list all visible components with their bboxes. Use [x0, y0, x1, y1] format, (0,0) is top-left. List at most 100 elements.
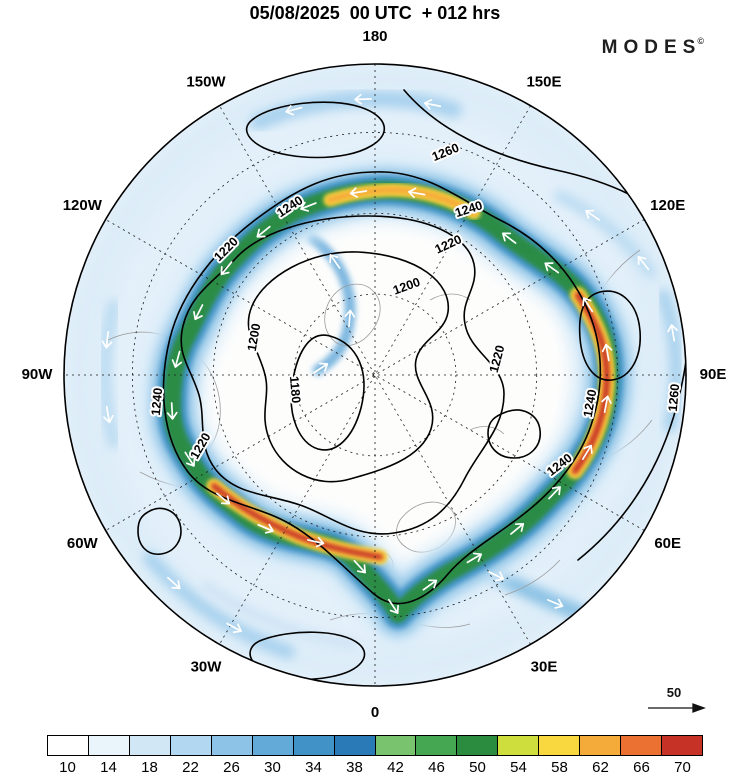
colorbar-cell-26 [211, 736, 253, 755]
map-boundary [63, 63, 687, 687]
latitude-circle [212, 212, 538, 538]
wind-arrow-icon [601, 395, 612, 413]
colorbar-tick-38: 38 [346, 759, 363, 776]
colorbar-cells [47, 735, 703, 756]
height-contour-closed [487, 409, 541, 459]
wind-arrow-icon [354, 93, 372, 105]
height-contours [137, 89, 686, 681]
reference-vector-value: 50 [667, 685, 681, 700]
lon-label-30E: 30E [531, 659, 558, 676]
wind-arrow-icon [313, 362, 329, 374]
wind-arrow-icon [329, 254, 341, 269]
colorbar-cell-18 [129, 736, 171, 755]
colorbar-tick-66: 66 [633, 759, 650, 776]
colorbar-cell-10 [48, 736, 89, 755]
colorbar-tick-14: 14 [100, 759, 117, 776]
colorbar-cell-66 [621, 736, 663, 755]
colorbar-tick-30: 30 [264, 759, 281, 776]
reference-vector-arrowhead [692, 703, 706, 713]
colorbar-cell-30 [252, 736, 294, 755]
lon-label-90W: 90W [22, 366, 54, 383]
colorbar-tick-50: 50 [469, 759, 486, 776]
colorbar-tick-18: 18 [141, 759, 158, 776]
lon-label-0: 0 [371, 704, 379, 721]
reference-wind-vector: 50 [648, 685, 706, 713]
wind-arrow-icon [226, 622, 242, 634]
wind-arrow-icon [510, 522, 525, 535]
polar-stereographic-map: 1240126012401220122012001200118012401220… [22, 28, 727, 721]
contour-label-1260: 1260 [666, 383, 682, 412]
colorbar-cell-50 [457, 736, 499, 755]
wind-arrow-icon [458, 203, 475, 214]
colorbar-tick-54: 54 [510, 759, 527, 776]
colorbar-tick-10: 10 [59, 759, 76, 776]
wind-arrow-icon [585, 209, 601, 221]
colorbar-tick-58: 58 [551, 759, 568, 776]
longitude-labels: 180 150E 120E 90E 60E 30E 0 30W 60W 90W 120W 150W [22, 28, 727, 721]
height-contour-closed [578, 290, 641, 381]
lon-label-120W: 120W [63, 197, 103, 214]
colorbar-tick-labels: 10 14 18 22 26 30 34 38 42 46 50 54 58 62 66 70 [47, 759, 703, 776]
wind-arrow-icon [101, 331, 113, 349]
wind-arrow-icon [256, 225, 271, 238]
wind-arrow-icon [422, 579, 438, 591]
colorbar-tick-34: 34 [305, 759, 322, 776]
wind-arrow-icon [581, 444, 593, 461]
height-contour-closed [249, 631, 366, 681]
wind-arrow-icon [423, 99, 442, 110]
wind-arrow-icon [667, 324, 678, 342]
lon-label-120E: 120E [650, 197, 685, 214]
colorbar-tick-42: 42 [387, 759, 404, 776]
wind-arrow-icon [408, 187, 426, 199]
height-contour-1220 [180, 215, 505, 535]
colorbar-cell-22 [170, 736, 212, 755]
wind-arrow-icon [167, 576, 181, 590]
jet-core-layer [326, 186, 478, 217]
colorbar-tick-70: 70 [674, 759, 691, 776]
lon-label-60W: 60W [67, 535, 99, 552]
wind-arrows [101, 93, 680, 634]
wind-arrow-icon [300, 201, 317, 212]
colorbar-tick-22: 22 [182, 759, 199, 776]
lon-label-150E: 150E [526, 73, 561, 90]
wind-arrow-icon [353, 559, 367, 574]
colorbar-cell-70 [662, 736, 702, 755]
colorbar-cell-42 [375, 736, 417, 755]
colorbar-cell-34 [293, 736, 335, 755]
wind-arrow-icon [285, 105, 303, 116]
brand-text: MODES [601, 37, 702, 58]
wind-arrow-icon [166, 402, 178, 420]
height-contour-1200 [247, 251, 450, 483]
coastline [504, 559, 561, 596]
height-contour-1180 [290, 334, 365, 451]
meridian-line [219, 105, 531, 645]
height-contour-closed [245, 101, 386, 159]
wind-band [657, 289, 683, 433]
wind-arrow-icon [171, 350, 183, 368]
colorbar-tick-62: 62 [592, 759, 609, 776]
lon-label-180: 180 [362, 28, 387, 45]
contour-label-1180: 1180 [287, 376, 303, 404]
colorbar: 10 14 18 22 26 30 34 38 42 46 50 54 58 62 66 70 [47, 735, 703, 776]
wind-arrow-icon [637, 255, 650, 271]
lon-label-90E: 90E [700, 366, 727, 383]
wind-arrow-icon [349, 187, 368, 198]
wind-arrow-icon [344, 309, 356, 328]
wind-arrow-icon [544, 262, 560, 274]
wind-arrow-icon [488, 571, 505, 582]
colorbar-cell-62 [580, 736, 622, 755]
height-contour-1240 [162, 171, 602, 605]
wind-arrow-icon [216, 492, 231, 505]
wind-arrow-icon [501, 232, 517, 244]
wind-arrow-icon [103, 405, 114, 424]
colorbar-cell-14 [88, 736, 130, 755]
wind-band [98, 299, 121, 449]
lon-label-150W: 150W [186, 73, 226, 90]
wind-arrow-icon [582, 297, 594, 313]
chart-title: 05/08/2025 00 UTC + 012 hrs [249, 3, 501, 23]
colorbar-cell-46 [416, 736, 458, 755]
wind-arrow-icon [466, 552, 483, 564]
coastline [324, 283, 381, 346]
contour-label-1240: 1240 [149, 387, 165, 416]
